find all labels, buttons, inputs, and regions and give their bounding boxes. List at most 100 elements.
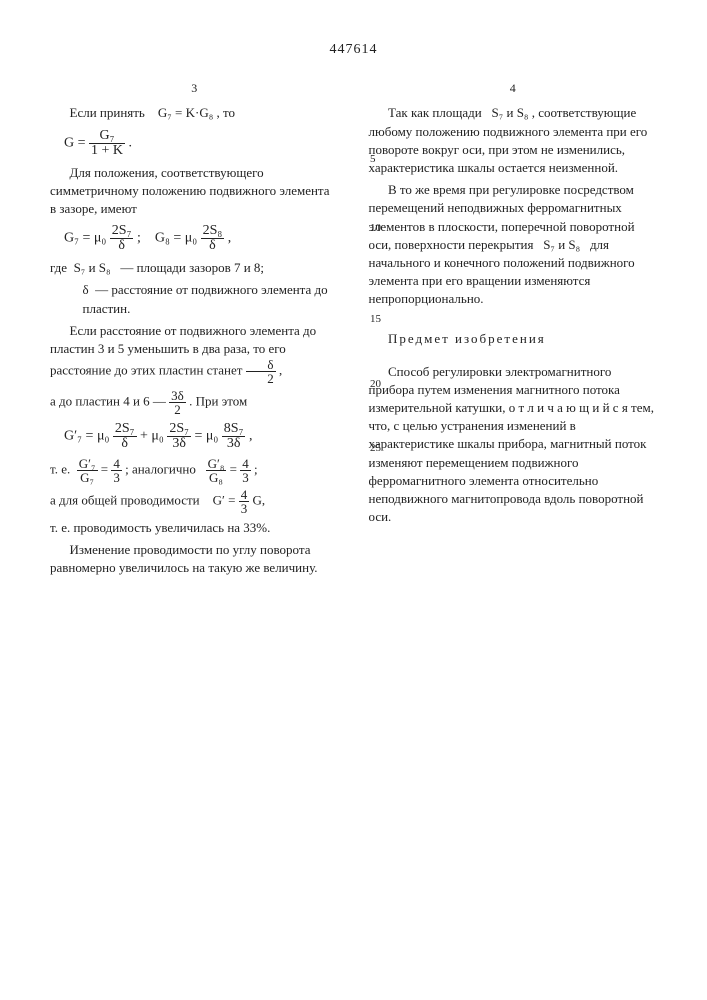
fraction: δ 2	[246, 358, 276, 385]
text: , то	[217, 105, 236, 120]
line-number-20: 20	[351, 377, 382, 392]
para-33-percent: т. е. проводимость увеличилась на 33%.	[50, 519, 339, 537]
numerator: 8S₇	[222, 422, 246, 437]
text: а до пластин 4 и 6 —	[50, 394, 166, 409]
denominator: 3δ	[167, 437, 191, 451]
numerator: G′₇	[77, 457, 98, 471]
text: ; аналогично	[125, 462, 196, 477]
numerator: 2S₈	[201, 224, 225, 239]
para-areas-unchanged: Так как площади S₇ и S₈ , соответствующи…	[369, 104, 658, 177]
fraction: G₇ 1 + K	[89, 129, 125, 158]
fraction: 2S₇ δ	[113, 422, 137, 451]
para-plates-4-6: а до пластин 4 и 6 — 3δ 2 . При этом	[50, 389, 339, 416]
right-column-number: 4	[369, 80, 658, 97]
para-ratio: т. е. G′₇ G₇ = 4 3 ; аналогично G′₈ G₈ =	[50, 457, 339, 484]
denominator: δ	[113, 437, 137, 451]
para-claim: 20 25 Способ регулировки электромагнитно…	[369, 363, 658, 527]
heading-subject: 15 Предмет изобретения	[369, 330, 658, 348]
fraction: 8S₇ 3δ	[222, 422, 246, 451]
line-number-25: 25	[351, 441, 382, 456]
numerator: 2S₇	[113, 422, 137, 437]
numerator: 4	[239, 488, 250, 502]
eq: = μ₀	[194, 429, 218, 444]
lhs: G =	[64, 135, 86, 150]
symbols: S₇ и S₈	[543, 237, 580, 252]
numerator: 4	[111, 457, 122, 471]
text: Если принять	[70, 105, 145, 120]
text: ;	[254, 462, 258, 477]
formula-G7-prime: G′₇ = μ₀ 2S₇ δ + μ₀ 2S₇ 3δ = μ₀ 8S₇ 3δ ,	[64, 422, 339, 451]
para-angle-change: Изменение проводимости по углу поворота …	[50, 541, 339, 577]
fraction: 4 3	[240, 457, 251, 484]
lhs: G′ =	[213, 493, 236, 508]
line-number-5: 5	[351, 152, 376, 167]
document-number: 447614	[50, 40, 657, 60]
text: Так как площади	[388, 105, 482, 120]
text: Способ регулировки электромагнитного при…	[369, 364, 655, 525]
numerator: 4	[240, 457, 251, 471]
left-column: 3 Если принять G₇ = K·G₈ , то G = G₇ 1 +…	[50, 80, 339, 582]
fraction: 3δ 2	[169, 389, 186, 416]
left-column-number: 3	[50, 80, 339, 97]
denominator: 1 + K	[89, 144, 125, 158]
symbols: S₇ и S₈	[74, 260, 111, 275]
denominator: 2	[246, 372, 276, 385]
text: .	[129, 135, 133, 150]
columns: 3 Если принять G₇ = K·G₈ , то G = G₇ 1 +…	[50, 80, 657, 582]
denominator: 3	[239, 502, 250, 515]
right-column: 4 Так как площади S₇ и S₈ , соответствую…	[369, 80, 658, 582]
para-adjustment: 10 В то же время при регулировке посредс…	[369, 181, 658, 308]
symbols: S₇ и S₈	[491, 105, 528, 120]
fraction: 2S₇ 3δ	[167, 422, 191, 451]
lhs: G₇ = μ₀	[64, 231, 106, 246]
para-distance-half: Если расстояние от подвижного элемента д…	[50, 322, 339, 385]
numerator: 3δ	[169, 389, 186, 403]
lhs: G′₇ = μ₀	[64, 429, 109, 444]
page: 447614 3 Если принять G₇ = K·G₈ , то G =…	[0, 0, 707, 1000]
numerator: 2S₇	[167, 422, 191, 437]
line-number-10: 10	[351, 221, 382, 236]
lhs: G₈ = μ₀	[155, 231, 197, 246]
denominator: 3	[111, 471, 122, 484]
fraction: G′₈ G₈	[206, 457, 227, 484]
para-if-assume: Если принять G₇ = K·G₈ , то	[50, 104, 339, 122]
plus: + μ₀	[140, 429, 164, 444]
denominator: 3δ	[222, 437, 246, 451]
symbol-delta: δ	[83, 282, 89, 297]
numerator: 2S₇	[110, 224, 134, 239]
para-where: где S₇ и S₈ — площади зазоров 7 и 8;	[50, 259, 339, 277]
denominator: δ	[201, 239, 225, 253]
text: ,	[279, 363, 282, 378]
text: т. е.	[50, 462, 70, 477]
text: Если расстояние от подвижного элемента д…	[50, 323, 316, 378]
eq: =	[101, 462, 108, 477]
numerator: δ	[246, 358, 276, 372]
denominator: 2	[169, 403, 186, 416]
numerator: G′₈	[206, 457, 227, 471]
formula-G: G = G₇ 1 + K .	[64, 129, 339, 158]
text: — расстояние от подвижного элемента до п…	[83, 282, 328, 315]
fraction: 4 3	[111, 457, 122, 484]
para-total-conductance: а для общей проводимости G′ = 4 3 G,	[50, 488, 339, 515]
text: G,	[252, 493, 265, 508]
text: — площади зазоров 7 и 8;	[120, 260, 264, 275]
formula-inline: G₇ = K·G₈	[158, 105, 213, 120]
denominator: 3	[240, 471, 251, 484]
fraction: 2S₇ δ	[110, 224, 134, 253]
formula-G7-G8: G₇ = μ₀ 2S₇ δ ; G₈ = μ₀ 2S₈ δ ,	[64, 224, 339, 253]
text: где	[50, 260, 67, 275]
fraction: 2S₈ δ	[201, 224, 225, 253]
line-number-15: 15	[351, 312, 382, 327]
denominator: δ	[110, 239, 134, 253]
heading-text: Предмет изобретения	[388, 331, 546, 346]
fraction: G′₇ G₇	[77, 457, 98, 484]
denominator: G₈	[206, 471, 227, 484]
denominator: G₇	[77, 471, 98, 484]
numerator: G₇	[89, 129, 125, 144]
text: ,	[228, 231, 232, 246]
text: ,	[249, 429, 253, 444]
text: а для общей проводимости	[50, 493, 200, 508]
text: . При этом	[189, 394, 247, 409]
fraction: 4 3	[239, 488, 250, 515]
para-delta-def: δ — расстояние от подвижного элемента до…	[50, 281, 339, 317]
